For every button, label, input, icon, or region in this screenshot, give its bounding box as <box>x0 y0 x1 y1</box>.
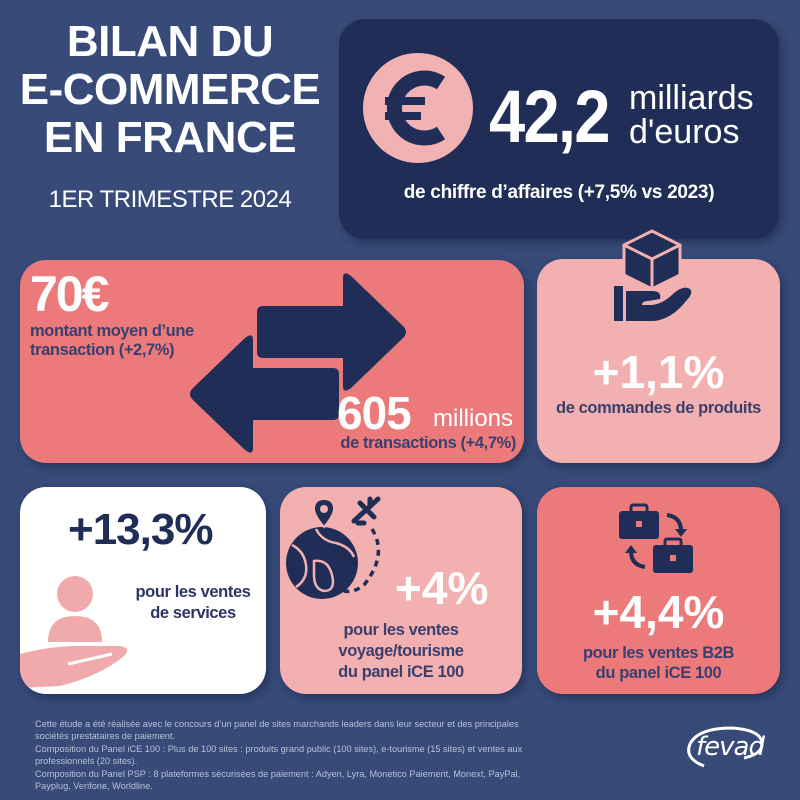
footnote-line1: Cette étude a été réalisée avec le conco… <box>35 719 519 742</box>
avg-transaction-caption: montant moyen d’une transaction (+2,7%) <box>30 322 194 360</box>
b2b-caption-line2: du panel iCE 100 <box>595 664 722 682</box>
briefcase-exchange-icon <box>619 503 693 573</box>
services-caption-line2: de services <box>150 604 236 622</box>
globe-plane-icon <box>286 496 381 599</box>
revenue-unit-line2: d'euros <box>629 113 740 151</box>
revenue-unit: milliards d'euros <box>629 81 754 149</box>
services-caption: pour les ventes de services <box>123 582 263 624</box>
b2b-value: +4,4% <box>592 586 725 638</box>
fevad-logo-swoosh-icon <box>687 726 764 768</box>
hand-box-icon <box>614 229 692 321</box>
travel-caption-line2: voyage/tourisme <box>338 642 464 660</box>
b2b-caption-line1: pour les ventes B2B <box>582 644 735 662</box>
b2b-caption: pour les ventes B2B du panel iCE 100 <box>537 643 780 683</box>
travel-card: +4% pour les ventes voyage/tourisme du p… <box>280 487 522 694</box>
products-card: +1,1% de commandes de produits <box>537 229 780 463</box>
transactions-card: 70€ montant moyen d’une transaction (+2,… <box>20 260 524 463</box>
footnote-line2: Composition du Panel iCE 100 : Plus de 1… <box>35 743 523 767</box>
b2b-card: +4,4% pour les ventes B2B du panel iCE 1… <box>537 487 780 694</box>
title-line-1: BILAN DU <box>66 17 274 66</box>
services-card: +13,3% pour les ventes de services <box>20 487 266 694</box>
fevad-logo: fevad <box>682 722 772 774</box>
revenue-value: 42,2 <box>489 75 610 158</box>
avg-transaction-value: 70€ <box>30 266 109 322</box>
transaction-count-caption: de transactions (+4,7%) <box>340 434 516 452</box>
revenue-card: 42,2 milliards d'euros de chiffre d’affa… <box>339 19 779 239</box>
euro-icon <box>363 53 473 163</box>
travel-caption-line3: du panel iCE 100 <box>338 663 464 681</box>
fevad-logo-text: fevad <box>696 732 765 762</box>
transaction-count-unit: millions <box>433 405 514 432</box>
exchange-arrows-icon <box>190 273 406 453</box>
travel-value: +4% <box>395 562 489 614</box>
revenue-unit-line1: milliards <box>629 79 754 117</box>
travel-caption: pour les ventes voyage/tourisme du panel… <box>280 620 522 683</box>
transaction-count-value: 605 <box>337 387 412 439</box>
page-subtitle: 1ER TRIMESTRE 2024 <box>48 186 292 213</box>
revenue-caption: de chiffre d’affaires (+7,5% vs 2023) <box>403 182 715 203</box>
hand-person-icon <box>20 576 128 688</box>
travel-caption-line1: pour les ventes <box>343 621 459 639</box>
title-line-3: EN FRANCE <box>43 113 297 162</box>
services-value: +13,3% <box>68 505 213 554</box>
title-line-2: E-COMMERCE <box>19 65 321 114</box>
products-caption: de commandes de produits <box>556 399 761 417</box>
avg-caption-line1: montant moyen d’une <box>30 322 194 340</box>
products-value: +1,1% <box>592 346 725 398</box>
footnote: Cette étude a été réalisée avec le conco… <box>35 718 545 792</box>
avg-caption-line2: transaction (+2,7%) <box>30 341 175 359</box>
footnote-line3: Composition du Panel PSP : 8 plateformes… <box>35 768 521 792</box>
page-title: BILAN DU E-COMMERCE EN FRANCE <box>0 18 340 162</box>
services-caption-line1: pour les ventes <box>135 583 251 601</box>
